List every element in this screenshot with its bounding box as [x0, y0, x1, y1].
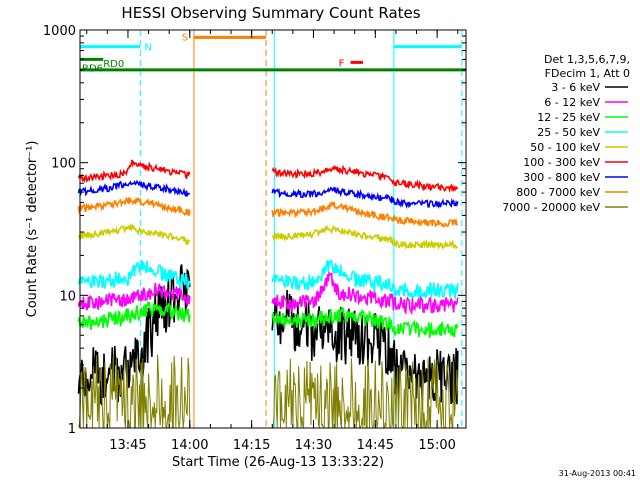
annotation-label: S	[182, 32, 188, 43]
series-trace	[78, 354, 191, 428]
series-trace	[77, 222, 190, 246]
x-tick-label: 14:15	[233, 438, 270, 453]
x-tick-label: 14:30	[295, 438, 332, 453]
series-7000-20000-kev	[78, 354, 459, 429]
series-trace	[77, 159, 191, 184]
y-tick-label: 10	[59, 289, 76, 304]
y-tick-label: 1000	[43, 24, 76, 39]
annotation-label: RD0	[103, 59, 124, 70]
series-trace	[271, 258, 459, 301]
y-tick-label: 100	[51, 157, 76, 172]
x-tick-label: 15:00	[418, 438, 455, 453]
annotation-label: F	[339, 58, 345, 69]
plot-frame	[79, 29, 467, 429]
series-trace	[271, 164, 459, 194]
y-axis: 1 10 100 1000	[43, 24, 466, 437]
series-25-50-kev	[77, 258, 459, 301]
annotation-label: N	[144, 43, 151, 54]
series-trace	[77, 282, 191, 311]
series-trace	[271, 289, 459, 405]
series-6-12-kev	[77, 270, 459, 316]
legend-header: Det 1,3,5,6,7,9,	[544, 53, 630, 66]
annotation-label: RD6	[82, 63, 103, 74]
legend-label: 50 - 100 keV	[530, 141, 600, 154]
series-trace	[77, 260, 191, 291]
series-trace	[271, 306, 459, 338]
series-trace	[77, 300, 191, 331]
series-trace	[272, 358, 459, 429]
series-trace	[271, 224, 458, 250]
series-50-100-kev	[77, 222, 458, 250]
x-tick-label: 14:45	[357, 438, 394, 453]
legend-label: 7000 - 20000 keV	[502, 201, 600, 214]
legend-label: 800 - 7000 keV	[516, 186, 600, 199]
x-axis: 13:45 14:00 14:15 14:30 14:45 15:00	[86, 30, 459, 453]
legend-header: FDecim 1, Att 0	[545, 67, 630, 80]
x-tick-label: 13:45	[109, 438, 146, 453]
legend-label: 25 - 50 keV	[537, 126, 600, 139]
series-100-300-kev	[77, 159, 459, 194]
legend: Det 1,3,5,6,7,9,FDecim 1, Att 03 - 6 keV…	[502, 53, 630, 214]
chart-title: HESSI Observing Summary Count Rates	[121, 4, 420, 22]
series-trace	[77, 196, 191, 217]
legend-label: 300 - 800 keV	[523, 171, 600, 184]
legend-label: 12 - 25 keV	[537, 111, 600, 124]
series-12-25-kev	[77, 300, 459, 338]
series-300-800-kev	[77, 179, 459, 210]
x-axis-label: Start Time (26-Aug-13 13:33:22)	[172, 455, 384, 470]
series-trace	[77, 179, 191, 198]
x-tick-label: 14:00	[171, 438, 208, 453]
legend-label: 6 - 12 keV	[544, 96, 600, 109]
series-trace	[271, 186, 459, 210]
legend-label: 3 - 6 keV	[551, 81, 600, 94]
series-trace	[271, 201, 459, 228]
legend-label: 100 - 300 keV	[523, 156, 600, 169]
series-trace	[271, 270, 459, 316]
y-tick-label: 1	[68, 422, 76, 437]
series-800-7000-kev	[77, 196, 459, 228]
footer-date: 31-Aug-2013 00:41	[559, 469, 636, 478]
y-axis-label: Count Rate (s⁻¹ detector⁻¹)	[25, 141, 40, 318]
